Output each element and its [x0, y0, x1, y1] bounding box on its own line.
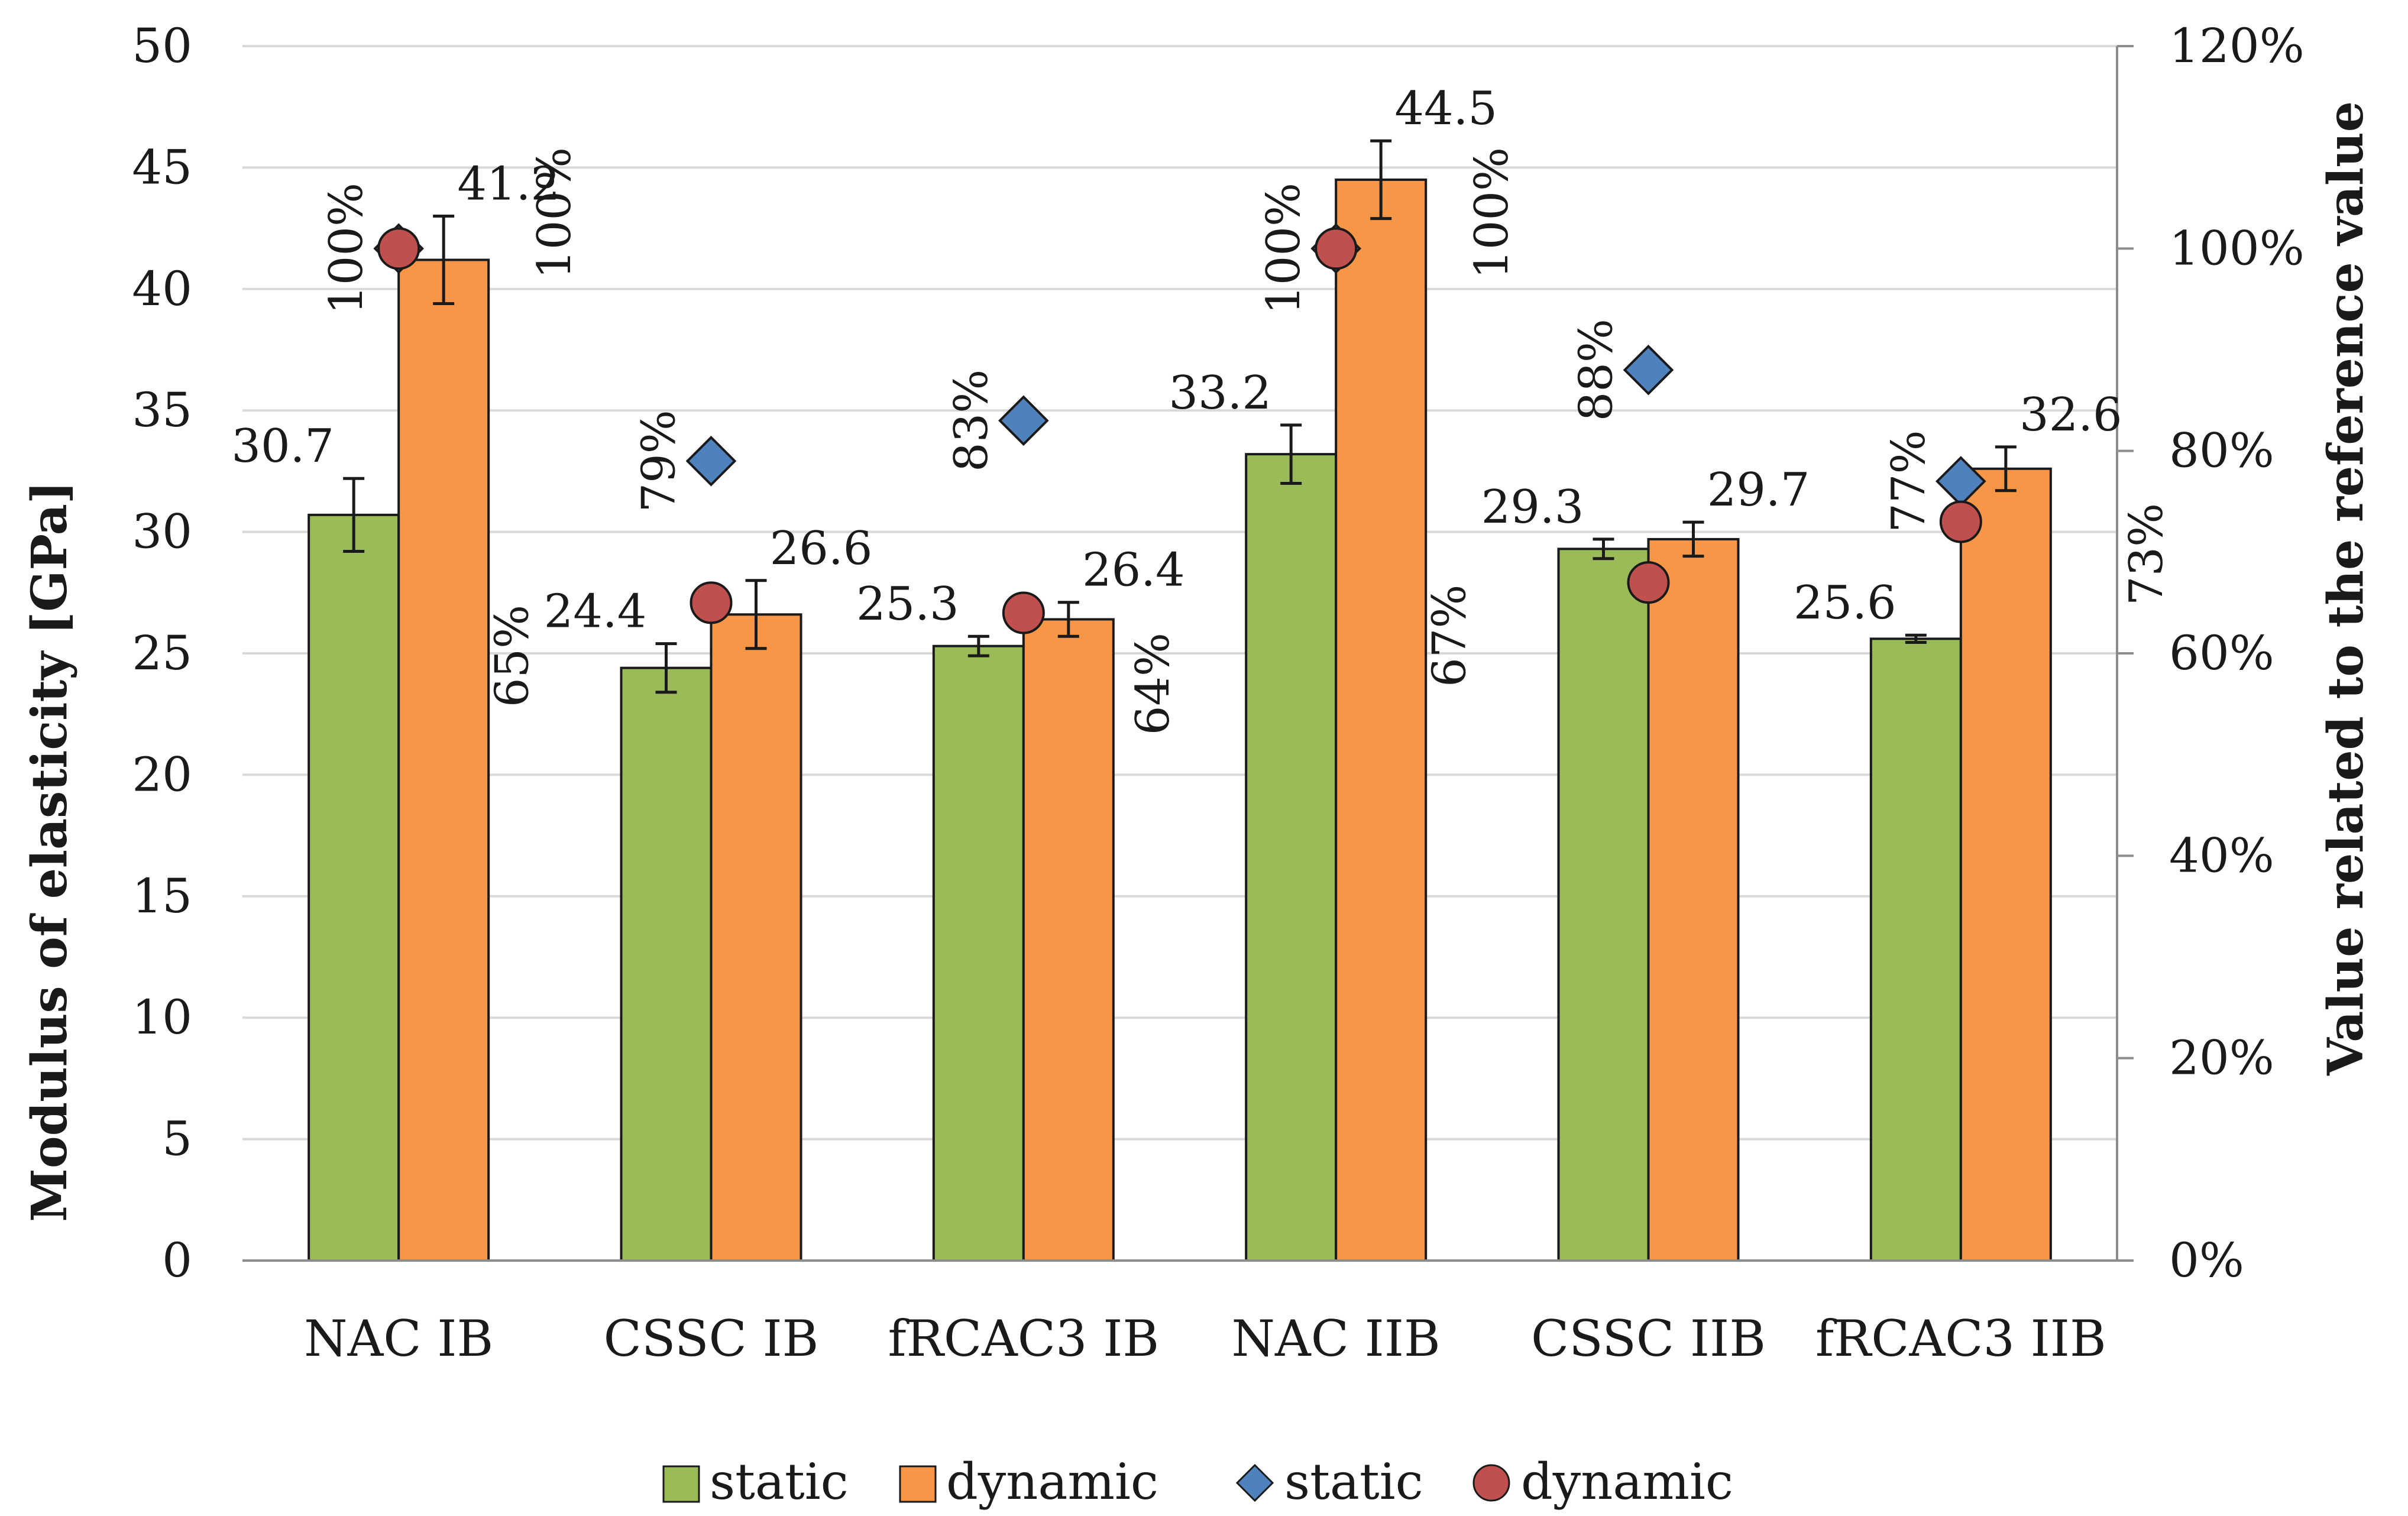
marker-value-label-dynamic: 73% [2120, 503, 2173, 605]
bar-series [309, 180, 2051, 1261]
bar-value-label-dynamic: 26.6 [770, 522, 873, 575]
y-tick-label: 0 [162, 1233, 192, 1288]
x-category-label: NAC IIB [1232, 1310, 1441, 1368]
y2-tick-label: 40% [2169, 828, 2274, 883]
y2-tick-label: 60% [2169, 626, 2274, 681]
y-tick-label: 25 [132, 626, 192, 681]
marker-value-label-static: 83% [945, 370, 998, 472]
legend: static dynamic static dynamic [664, 1453, 1733, 1511]
legend-dynamic-marker-label: dynamic [1521, 1453, 1733, 1511]
marker-circle-dynamic [1316, 228, 1356, 268]
marker-circle-dynamic [691, 582, 732, 623]
marker-value-label-dynamic: 65% [486, 605, 539, 707]
bar-static [934, 646, 1024, 1261]
y-axis-title: Modulus of elasticity [GPa] [21, 481, 78, 1222]
bar-dynamic [1961, 469, 2051, 1261]
marker-value-label-dynamic: 100% [320, 183, 373, 315]
bar-static [1559, 549, 1649, 1261]
marker-value-label-static: 77% [1882, 430, 1936, 532]
bar-value-label-dynamic: 29.7 [1707, 464, 1810, 517]
y2-tick-label: 0% [2169, 1233, 2244, 1288]
y-tick-label: 5 [162, 1112, 192, 1167]
y-tick-label: 40 [132, 261, 192, 316]
y-tick-label: 20 [132, 747, 192, 802]
marker-circle-dynamic [1629, 562, 1669, 602]
bar-dynamic [711, 614, 801, 1261]
y-tick-label: 30 [132, 504, 192, 559]
marker-value-label-static: 88% [1570, 319, 1623, 421]
bar-value-label-static: 33.2 [1169, 367, 1271, 420]
y-tick-label: 35 [132, 383, 192, 438]
x-category-label: fRCAC3 IIB [1815, 1310, 2106, 1368]
marker-value-label-static: 100% [1465, 147, 1519, 279]
bar-value-label-static: 25.3 [856, 578, 959, 631]
legend-dynamic-bar-swatch [900, 1466, 936, 1502]
bar-static [309, 515, 399, 1261]
marker-circle-dynamic [1941, 501, 1981, 542]
x-category-label: NAC IB [304, 1310, 493, 1368]
legend-dynamic-marker-swatch [1474, 1465, 1509, 1501]
marker-diamond-static [1000, 397, 1047, 444]
marker-value-label-static: 79% [633, 410, 686, 512]
bar-static [1871, 639, 1961, 1261]
marker-value-label-dynamic: 67% [1423, 584, 1477, 686]
y-tick-label: 10 [132, 990, 192, 1045]
bar-static [1246, 454, 1336, 1261]
data-labels: 30.724.4 25.333.229.325.641.226.6 26.444.5… [231, 82, 2173, 735]
y2-tick-label: 100% [2169, 221, 2305, 276]
x-category-label: CSSC IB [604, 1310, 819, 1368]
y-tick-label: 15 [132, 869, 192, 924]
y-tick-label: 45 [132, 140, 192, 195]
bar-value-label-static: 30.7 [231, 420, 334, 473]
marker-circle-dynamic [378, 228, 419, 268]
bar-value-label-dynamic: 26.4 [1082, 544, 1185, 597]
marker-value-label-dynamic: 64% [1127, 633, 1180, 735]
legend-dynamic-bar-label: dynamic [946, 1453, 1158, 1511]
marker-diamond-static [1625, 346, 1672, 394]
marker-value-label-dynamic: 100% [1257, 183, 1310, 315]
legend-static-marker-swatch [1237, 1465, 1273, 1501]
x-category-label: fRCAC3 IB [888, 1310, 1160, 1368]
bar-dynamic [1336, 180, 1426, 1261]
modulus-chart: 0 5 10 15 20 25 30 35 40 45 50 0% 20% 40% 60% 80% 100% 12… [0, 0, 2408, 1516]
marker-circle-dynamic [1004, 593, 1044, 633]
y2-tick-label: 80% [2169, 423, 2274, 478]
bar-dynamic [1649, 539, 1739, 1261]
bar-static [622, 668, 711, 1261]
x-category-label: CSSC IIB [1531, 1310, 1766, 1368]
bar-value-label-dynamic: 44.5 [1394, 82, 1497, 135]
bar-dynamic [399, 260, 488, 1261]
y2-tick-label: 20% [2169, 1031, 2274, 1086]
legend-static-bar-label: static [710, 1453, 849, 1511]
bar-value-label-dynamic: 32.6 [2019, 388, 2122, 442]
y2-tick-label: 120% [2169, 18, 2305, 73]
bar-value-label-static: 29.3 [1481, 481, 1584, 534]
marker-diamond-static [688, 438, 735, 485]
bar-value-label-static: 24.4 [544, 585, 647, 639]
y-tick-label: 50 [132, 18, 192, 73]
y2-axis-title: Value related to the reference value [2318, 101, 2374, 1076]
bar-dynamic [1024, 619, 1114, 1261]
legend-static-bar-swatch [664, 1466, 699, 1502]
bar-value-label-static: 25.6 [1794, 576, 1896, 630]
legend-static-marker-label: static [1284, 1453, 1423, 1511]
marker-value-label-static: 100% [528, 147, 581, 279]
